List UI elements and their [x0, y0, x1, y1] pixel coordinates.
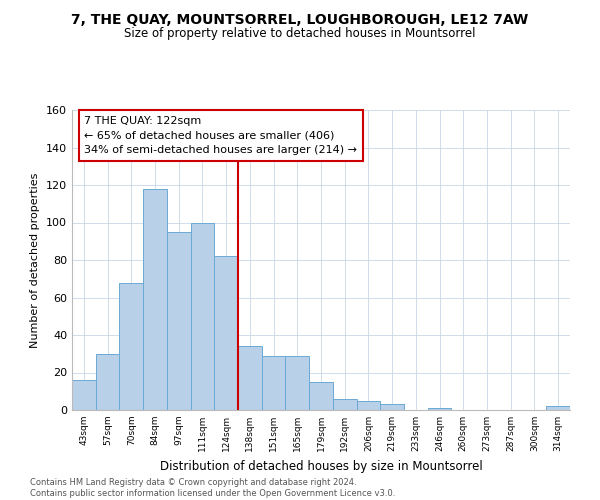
Bar [143, 188, 167, 410]
Bar [214, 256, 238, 410]
Text: 7 THE QUAY: 122sqm
← 65% of detached houses are smaller (406)
34% of semi-detach: 7 THE QUAY: 122sqm ← 65% of detached hou… [85, 116, 358, 155]
Bar [428, 408, 451, 410]
Bar [191, 222, 214, 410]
Text: Size of property relative to detached houses in Mountsorrel: Size of property relative to detached ho… [124, 28, 476, 40]
Text: 7, THE QUAY, MOUNTSORREL, LOUGHBOROUGH, LE12 7AW: 7, THE QUAY, MOUNTSORREL, LOUGHBOROUGH, … [71, 12, 529, 26]
Bar [309, 382, 333, 410]
Bar [72, 380, 96, 410]
Bar [356, 400, 380, 410]
Bar [96, 354, 119, 410]
Bar [167, 232, 191, 410]
Text: Contains HM Land Registry data © Crown copyright and database right 2024.
Contai: Contains HM Land Registry data © Crown c… [30, 478, 395, 498]
Bar [262, 356, 286, 410]
X-axis label: Distribution of detached houses by size in Mountsorrel: Distribution of detached houses by size … [160, 460, 482, 472]
Y-axis label: Number of detached properties: Number of detached properties [31, 172, 40, 348]
Bar [546, 406, 570, 410]
Bar [333, 399, 356, 410]
Bar [119, 282, 143, 410]
Bar [286, 356, 309, 410]
Bar [380, 404, 404, 410]
Bar [238, 346, 262, 410]
